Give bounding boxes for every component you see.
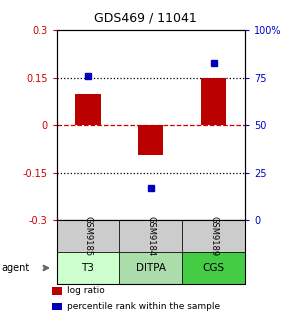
Text: agent: agent (1, 263, 30, 273)
Text: DITPA: DITPA (136, 263, 166, 273)
Text: CGS: CGS (203, 263, 225, 273)
Text: GDS469 / 11041: GDS469 / 11041 (94, 12, 196, 25)
Text: GSM9184: GSM9184 (146, 216, 155, 256)
Text: GSM9185: GSM9185 (84, 216, 93, 256)
Bar (138, 125, 163, 155)
Bar (75, 93, 101, 125)
Text: GSM9189: GSM9189 (209, 216, 218, 256)
Text: percentile rank within the sample: percentile rank within the sample (67, 302, 220, 311)
Bar (201, 78, 226, 125)
Text: log ratio: log ratio (67, 287, 104, 295)
Text: T3: T3 (81, 263, 95, 273)
